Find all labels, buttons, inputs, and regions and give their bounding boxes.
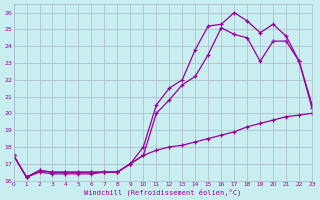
X-axis label: Windchill (Refroidissement éolien,°C): Windchill (Refroidissement éolien,°C) — [84, 188, 242, 196]
